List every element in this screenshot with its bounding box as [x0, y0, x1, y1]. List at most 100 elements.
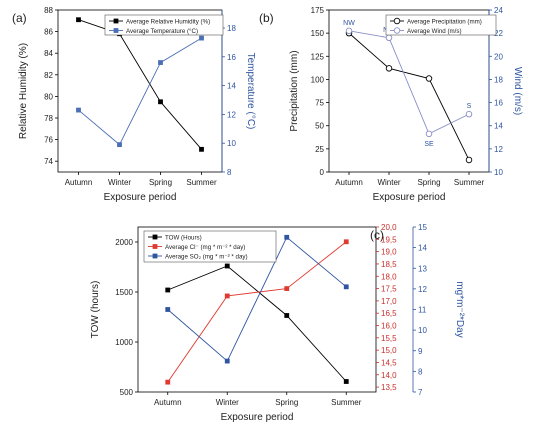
panel-label: (a) — [12, 11, 27, 25]
x-tick-label: Winter — [108, 178, 131, 187]
y2-tick-label: 14,5 — [381, 358, 397, 367]
legend-swatch-marker — [113, 28, 119, 33]
data-point — [343, 379, 349, 384]
y2-tick-label: 16,0 — [381, 322, 397, 331]
y2-tick-label: 15 — [418, 223, 427, 232]
data-point — [199, 35, 204, 41]
legend-label: TOW (Hours) — [165, 235, 202, 242]
data-point — [385, 34, 393, 42]
y-tick-label: 86 — [44, 28, 53, 37]
x-tick-label: Autumn — [154, 398, 182, 407]
y-tick-label: 50 — [315, 122, 324, 131]
y2-tick-label: 18,0 — [381, 272, 397, 281]
y2-tick-label: 8 — [418, 367, 423, 376]
y-tick-label: 74 — [44, 157, 53, 166]
data-point — [343, 284, 349, 290]
x-tick-label: Spring — [275, 398, 298, 407]
y-tick-label: 75 — [315, 99, 324, 108]
data-point — [343, 239, 349, 245]
y-tick-label: 0 — [320, 168, 325, 177]
point-annotation: SE — [424, 141, 434, 148]
y2-tick-label: 8 — [227, 168, 232, 177]
y-tick-label: 84 — [44, 49, 53, 58]
y-tick-label: 1000 — [115, 338, 133, 347]
legend-label: Average Wind (m/s) — [407, 28, 462, 35]
panel-label: (b) — [259, 11, 274, 25]
data-point — [224, 358, 230, 364]
legend-swatch-marker — [152, 244, 158, 249]
y-tick-label: 82 — [44, 71, 53, 80]
panel-label: (c) — [370, 228, 384, 242]
data-point — [465, 110, 473, 118]
legend-box — [104, 14, 224, 36]
data-point — [199, 146, 204, 152]
y2-tick-label: 18,5 — [381, 260, 397, 269]
y2-tick-label: 20 — [494, 52, 503, 61]
x-tick-label: Summer — [186, 178, 217, 187]
legend-swatch-marker — [113, 18, 119, 24]
y-tick-label: 125 — [311, 52, 325, 61]
series-line — [167, 236, 347, 362]
y2-tick-label: 22 — [494, 29, 503, 38]
y2-tick-label: 19,5 — [381, 235, 397, 244]
legend-swatch-marker — [393, 27, 401, 34]
data-point — [465, 156, 473, 164]
data-point — [385, 65, 393, 72]
y2-tick-label: 15,0 — [381, 346, 397, 355]
y2-tick-label: 12 — [418, 285, 427, 294]
series-line — [348, 32, 470, 161]
series-line — [78, 19, 202, 150]
legend-label: Average Temperature (°C) — [126, 28, 198, 35]
x-tick-label: Autumn — [335, 178, 363, 187]
y2-tick-label: 17,0 — [381, 297, 397, 306]
data-point — [76, 107, 81, 113]
y2-tick-label: 14,0 — [381, 371, 397, 380]
y2-axis-label: Wind (m/s) — [512, 67, 523, 115]
y2-tick-label: 12 — [227, 110, 236, 119]
y-tick-label: 500 — [120, 388, 134, 397]
x-tick-label: Autumn — [65, 178, 93, 187]
data-point — [224, 293, 230, 299]
y-tick-label: 100 — [311, 75, 325, 84]
y2-tick-label: 20,0 — [381, 223, 397, 232]
y2-tick-label: 9 — [418, 347, 423, 356]
data-point — [284, 234, 290, 240]
y2-tick-label: 16 — [227, 53, 236, 62]
x-axis-label: Exposure period — [373, 192, 446, 203]
x-tick-label: Winter — [377, 178, 400, 187]
legend-label: Average SO₂ (mg * m⁻² * day) — [165, 254, 248, 261]
series-line — [348, 30, 470, 135]
data-point — [224, 263, 230, 269]
x-tick-label: Spring — [417, 178, 440, 187]
legend-label: Average Cl⁻ (mg * m⁻² * day) — [165, 244, 245, 251]
y2-tick-label: 10 — [494, 168, 503, 177]
y-axis-label: Relative Humidity (%) — [18, 43, 29, 139]
y2-tick-label: 17,5 — [381, 285, 397, 294]
y-tick-label: 80 — [44, 92, 53, 101]
y2-tick-label: 24 — [494, 6, 503, 15]
legend-label: Average Precipitation (mm) — [407, 19, 482, 26]
y2-axis-label: Temperature (°C) — [245, 53, 256, 130]
y2-tick-label: 13 — [418, 264, 427, 273]
data-point — [158, 99, 163, 105]
x-tick-label: Summer — [454, 178, 485, 187]
point-annotation: S — [467, 103, 472, 110]
data-point — [165, 287, 171, 293]
legend-box — [143, 230, 277, 263]
data-point — [345, 27, 353, 35]
data-point — [425, 130, 433, 138]
data-point — [284, 286, 290, 291]
chart-panel-2: Autumn Winter Spring Summer Exposure period 0… — [259, 6, 523, 203]
y2-tick-label: 16 — [494, 99, 503, 108]
data-point — [165, 379, 171, 385]
legend-swatch-marker — [152, 253, 158, 259]
plot-frame — [137, 226, 377, 393]
y2-tick-label: 13,5 — [381, 383, 397, 392]
y2-tick-label: 12 — [494, 145, 503, 154]
data-point — [284, 313, 290, 318]
y-tick-label: 25 — [315, 145, 324, 154]
series-line — [167, 241, 347, 383]
y2-tick-label: 18 — [494, 75, 503, 84]
x-tick-label: Summer — [331, 398, 362, 407]
